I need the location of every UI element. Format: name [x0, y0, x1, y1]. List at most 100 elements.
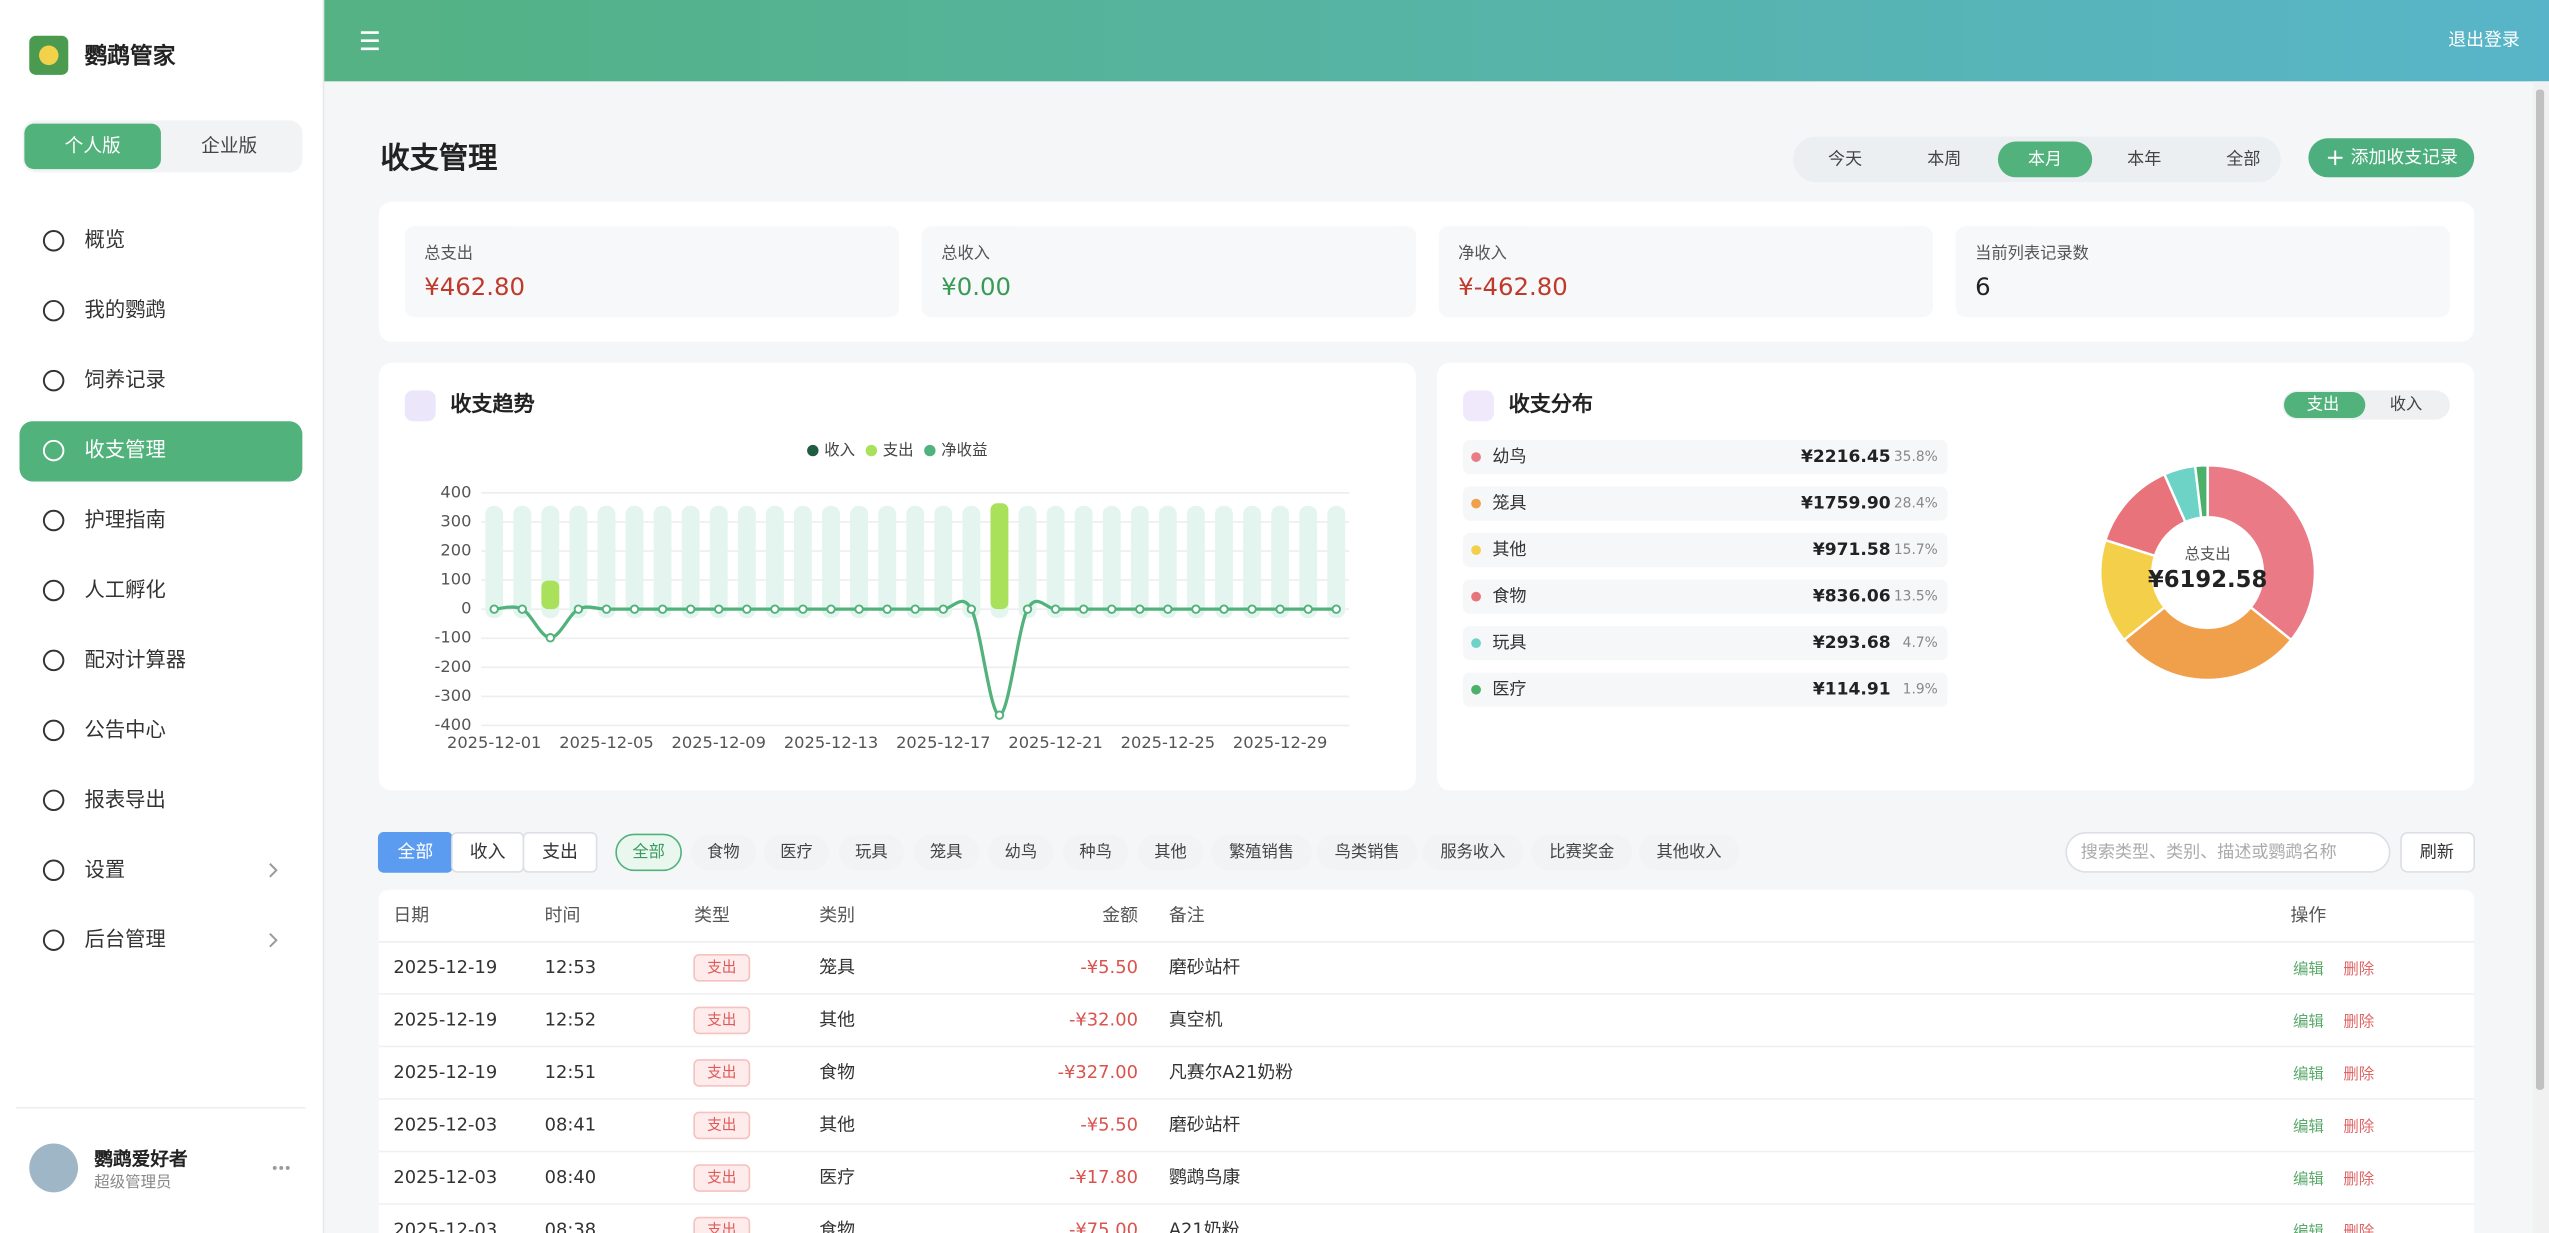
bar-background [1158, 505, 1177, 619]
refresh-label[interactable]: 刷新 [2420, 842, 2454, 862]
category-chip-label[interactable]: 幼鸟 [1005, 842, 1037, 861]
cell-date: 2025-12-03 [393, 1167, 497, 1188]
more-icon[interactable] [272, 1165, 277, 1170]
category-chip[interactable] [1211, 834, 1312, 871]
nav-icon [42, 929, 65, 951]
category-chip[interactable] [1531, 834, 1633, 871]
y-tick-label: 0 [461, 599, 471, 618]
bar-background [1074, 505, 1093, 619]
nav-item[interactable]: 人工孵化 [85, 577, 166, 601]
nav-item[interactable]: 报表导出 [85, 787, 166, 811]
delete-button[interactable]: 删除 [2343, 960, 2374, 978]
line-point [938, 604, 949, 614]
category-chip[interactable] [1638, 834, 1740, 871]
edit-button[interactable]: 编辑 [2293, 1170, 2324, 1188]
category-chip-label[interactable]: 全部 [632, 842, 664, 861]
line-point [1135, 604, 1145, 614]
period-tab[interactable]: 本周 [1927, 149, 1961, 169]
cell-date: 2025-12-03 [393, 1220, 497, 1233]
nav-item[interactable]: 护理指南 [85, 508, 166, 532]
cell-note: A21奶粉 [1169, 1220, 1240, 1233]
delete-button[interactable]: 删除 [2343, 1118, 2374, 1136]
category-chip-label[interactable]: 其他 [1154, 842, 1186, 861]
stats-card [378, 201, 2475, 342]
type-filter-label[interactable]: 支出 [542, 841, 578, 862]
nav-item[interactable]: 收支管理 [85, 438, 166, 462]
nav-item[interactable]: 配对计算器 [85, 647, 187, 671]
type-filter-label[interactable]: 全部 [397, 841, 433, 862]
category-chip-label[interactable]: 比赛奖金 [1549, 842, 1614, 861]
category-chip-label[interactable]: 其他收入 [1657, 842, 1722, 861]
category-chip-label[interactable]: 医疗 [780, 842, 812, 861]
bar-background [1243, 505, 1262, 619]
y-tick-label: -300 [435, 686, 472, 705]
add-button[interactable] [2308, 138, 2475, 178]
value-label: ¥2216.45 [1801, 447, 1891, 467]
toggle-option[interactable]: 支出 [2307, 395, 2339, 414]
category-chip-label[interactable]: 鸟类销售 [1335, 842, 1400, 861]
period-tab[interactable]: 今天 [1828, 149, 1862, 169]
nav-item[interactable]: 饲养记录 [85, 368, 166, 392]
category-chip[interactable] [1422, 834, 1524, 871]
add-button-label[interactable]: 添加收支记录 [2351, 147, 2458, 168]
cell-time: 08:38 [545, 1220, 596, 1233]
delete-button[interactable]: 删除 [2343, 1065, 2374, 1083]
nav-item[interactable]: 我的鹦鹉 [85, 298, 166, 322]
period-tab[interactable]: 全部 [2226, 149, 2260, 169]
refresh-button[interactable] [2400, 832, 2476, 873]
nav-item[interactable]: 设置 [85, 857, 126, 881]
period-tab[interactable]: 本月 [2028, 149, 2062, 169]
nav-item[interactable]: 后台管理 [85, 927, 166, 951]
category-chip-label[interactable]: 食物 [707, 842, 739, 861]
period-tab[interactable]: 本年 [2127, 149, 2161, 169]
category-chip-label[interactable]: 种鸟 [1079, 842, 1111, 861]
edit-button[interactable]: 编辑 [2293, 960, 2324, 978]
bar-background [794, 505, 812, 619]
category-chip[interactable] [1316, 834, 1418, 871]
category-chip[interactable] [690, 834, 756, 871]
cell-note: 磨砂站杆 [1169, 1114, 1241, 1135]
edit-button[interactable]: 编辑 [2293, 1118, 2324, 1136]
legend-row [1463, 672, 1948, 707]
stat-card [921, 226, 1416, 318]
category-chip[interactable] [988, 834, 1054, 871]
category-chip-label[interactable]: 繁殖销售 [1229, 842, 1294, 861]
line-point [770, 604, 780, 614]
percent-label: 13.5% [1894, 589, 1938, 605]
edit-button[interactable]: 编辑 [2293, 1013, 2324, 1031]
type-filter-label[interactable]: 收入 [470, 841, 506, 862]
category-chip[interactable] [764, 834, 830, 871]
nav-icon [42, 649, 65, 672]
type-filter[interactable] [522, 832, 598, 873]
table [378, 889, 2475, 1233]
category-chip-label[interactable]: 笼具 [930, 842, 962, 861]
logout-button[interactable]: 退出登录 [2448, 30, 2520, 51]
category-chip[interactable] [1063, 834, 1129, 871]
line-point [854, 604, 864, 614]
nav-item[interactable]: 概览 [85, 228, 126, 252]
cell-category: 笼具 [819, 957, 855, 978]
edition-tab[interactable]: 企业版 [201, 136, 257, 157]
category-chip[interactable] [1137, 834, 1203, 871]
category-chip[interactable] [838, 834, 904, 871]
category-chip-label[interactable]: 玩具 [855, 842, 887, 861]
line-point [910, 604, 920, 614]
nav-item[interactable]: 公告中心 [85, 717, 166, 741]
search-input[interactable] [2065, 832, 2391, 873]
delete-button[interactable]: 删除 [2343, 1170, 2374, 1188]
delete-button[interactable]: 删除 [2343, 1223, 2374, 1233]
edition-tab[interactable]: 个人版 [65, 136, 121, 157]
category-chip[interactable] [913, 834, 979, 871]
edit-button[interactable]: 编辑 [2293, 1065, 2324, 1083]
bar-background [850, 505, 869, 619]
more-icon[interactable] [285, 1165, 290, 1170]
category-chip-label[interactable]: 服务收入 [1440, 842, 1505, 861]
x-tick-label: 2025-12-21 [1008, 733, 1102, 752]
more-icon[interactable] [279, 1165, 284, 1170]
category-chip[interactable] [615, 833, 682, 872]
bar-background [569, 505, 588, 619]
y-tick-label: -100 [435, 628, 472, 647]
toggle-option[interactable]: 收入 [2390, 395, 2422, 414]
delete-button[interactable]: 删除 [2343, 1013, 2374, 1031]
edit-button[interactable]: 编辑 [2293, 1223, 2324, 1233]
